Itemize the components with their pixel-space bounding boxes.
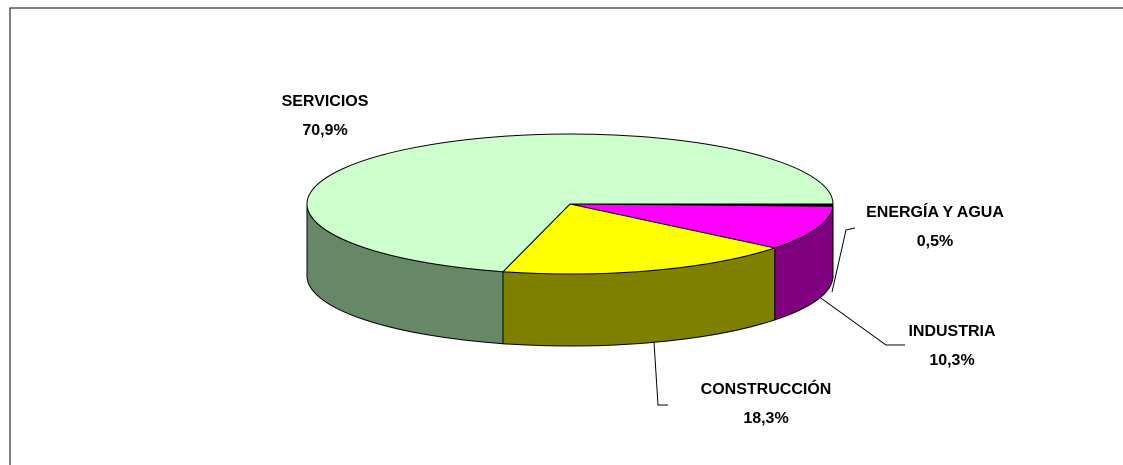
value-label: 18,3% [743, 410, 788, 427]
slice-label: INDUSTRIA [908, 323, 996, 340]
value-label: 70,9% [302, 122, 347, 139]
value-label: 10,3% [929, 352, 974, 369]
frame [9, 7, 1123, 465]
leader-line [653, 341, 668, 406]
slice-label: ENERGÍA Y AGUA [866, 202, 1004, 221]
value-label: 0,5% [917, 233, 953, 250]
leader-line [817, 295, 905, 346]
pie-slice [306, 133, 834, 273]
pie-slice [501, 203, 777, 275]
slice-label: CONSTRUCCIÓN [701, 379, 832, 398]
pie-slice [569, 203, 834, 249]
leader-line [831, 227, 856, 293]
slice-label: SERVICIOS [282, 93, 369, 110]
